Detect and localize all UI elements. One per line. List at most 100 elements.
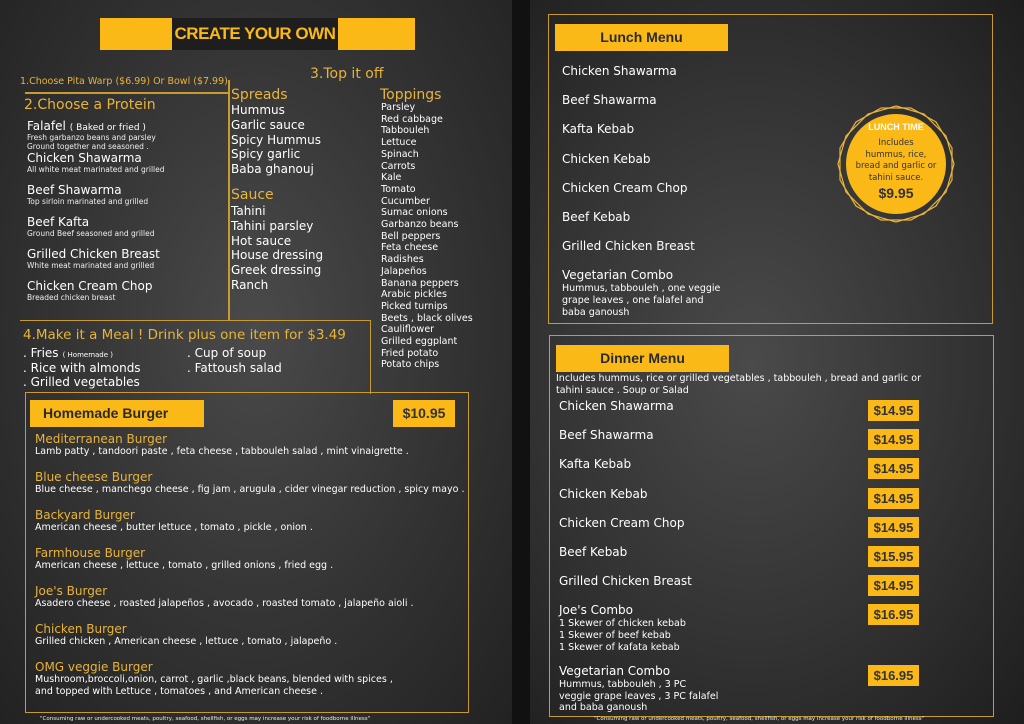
meal-item: . Rice with almonds bbox=[23, 360, 141, 375]
dinner-item: Kafta Kebab bbox=[559, 457, 632, 472]
meal-item: . Fattoush salad bbox=[187, 360, 282, 375]
footnote: "Consuming raw or undercooked meats, pou… bbox=[594, 716, 925, 722]
dinner-item-desc: 1 Skewer of beef kebab bbox=[559, 630, 671, 642]
burger-name: Chicken Burger bbox=[35, 622, 127, 636]
topping-item: Jalapeños bbox=[381, 265, 427, 277]
dinner-price: $14.95 bbox=[868, 400, 919, 421]
step4-heading: 4.Make it a Meal ! Drink plus one item f… bbox=[23, 327, 346, 343]
burger-name: Farmhouse Burger bbox=[35, 546, 146, 560]
topping-item: Red cabbage bbox=[381, 113, 443, 125]
protein-name: Grilled Chicken Breast bbox=[27, 247, 160, 261]
protein-desc: White meat marinated and grilled bbox=[27, 261, 155, 270]
lunch-section bbox=[548, 14, 993, 324]
protein-name: Chicken Shawarma bbox=[27, 151, 142, 165]
protein-desc: Ground together and seasoned . bbox=[27, 142, 149, 151]
topping-item: Sumac onions bbox=[381, 207, 448, 219]
protein-name: Falafel( Baked or fried ) bbox=[27, 119, 146, 133]
topping-item: Tabbouleh bbox=[381, 125, 430, 137]
step3-heading: 3.Top it off bbox=[310, 66, 384, 82]
lunch-item: Chicken Cream Chop bbox=[562, 180, 688, 195]
lunch-item: Beef Shawarma bbox=[562, 93, 657, 108]
protein-desc: Fresh garbanzo beans and parsley bbox=[27, 133, 156, 142]
protein-name: Beef Shawarma bbox=[27, 183, 122, 197]
topping-item: Spinach bbox=[381, 148, 419, 160]
toppings-heading: Toppings bbox=[380, 87, 442, 103]
dinner-item-desc: 1 Skewer of kafata kebab bbox=[559, 641, 680, 653]
footnote: "Consuming raw or undercooked meats, pou… bbox=[40, 716, 371, 722]
protein-desc: Ground Beef seasoned and grilled bbox=[27, 229, 155, 238]
lunch-item-desc: Hummus, tabbouleh , one veggie bbox=[562, 283, 721, 295]
topping-item: Arabic pickles bbox=[381, 289, 447, 301]
dinner-item-desc: veggie grape leaves , 3 PC falafel bbox=[559, 690, 719, 702]
dinner-item: Beef Kebab bbox=[559, 545, 628, 559]
dinner-item: Grilled Chicken Breast bbox=[559, 574, 692, 589]
sauce-item: Ranch bbox=[231, 278, 269, 292]
topping-item: Kale bbox=[381, 172, 402, 184]
divider bbox=[228, 80, 230, 321]
divider bbox=[25, 92, 229, 94]
lunch-item-desc: baba ganoush bbox=[562, 306, 630, 318]
burger-desc: Grilled chicken , American cheese , lett… bbox=[35, 636, 338, 647]
dinner-price: $15.95 bbox=[868, 546, 919, 567]
topping-item: Tomato bbox=[381, 183, 416, 195]
burger-desc: Mushroom,broccoli,onion, carrot , garlic… bbox=[35, 674, 393, 685]
burger-desc: and topped with Lettuce , tomatoes , and… bbox=[35, 686, 324, 697]
dinner-price: $14.95 bbox=[868, 458, 919, 480]
burger-desc: American cheese , lettuce , tomato , gri… bbox=[35, 560, 334, 571]
topping-item: Lettuce bbox=[381, 137, 417, 149]
topping-item: Cucumber bbox=[381, 195, 430, 207]
burger-section bbox=[25, 392, 469, 713]
dinner-price: $16.95 bbox=[868, 665, 919, 686]
topping-item: Beets , black olives bbox=[381, 312, 473, 324]
topping-item: Banana peppers bbox=[381, 277, 459, 289]
dinner-header: Dinner Menu bbox=[556, 345, 729, 372]
spread-item: Spicy garlic bbox=[231, 147, 301, 162]
burger-desc: American cheese , butter lettuce , tomat… bbox=[35, 522, 313, 533]
meal-item: . Grilled vegetables bbox=[23, 375, 140, 389]
meal-item: . Fries( Homemade ) bbox=[23, 346, 114, 360]
sauce-item: Greek dressing bbox=[231, 263, 322, 278]
badge-text: hummus, rice, bbox=[865, 149, 927, 160]
dinner-item-desc: Hummus, tabbouleh , 3 PC bbox=[559, 679, 687, 690]
topping-item: Carrots bbox=[381, 160, 416, 172]
lunch-item: Beef Kebab bbox=[562, 210, 631, 224]
dinner-item-desc: 1 Skewer of chicken kebab bbox=[559, 618, 686, 630]
topping-item: Radishes bbox=[381, 254, 424, 266]
dinner-item: Chicken Cream Chop bbox=[559, 515, 685, 530]
lunch-item: Kafta Kebab bbox=[562, 122, 635, 137]
badge-text: bread and garlic or bbox=[855, 161, 937, 171]
right-page: Lunch Menu Chicken Shawarma Beef Shawarma… bbox=[530, 0, 1024, 724]
badge-frame-icon bbox=[837, 105, 955, 223]
dinner-price: $14.95 bbox=[868, 516, 919, 538]
topping-item: Feta cheese bbox=[381, 242, 439, 254]
left-page: CREATE YOUR OWN 1.Choose Pita Warp ($6.9… bbox=[0, 0, 512, 724]
burger-price: $10.95 bbox=[393, 400, 455, 427]
meal-section bbox=[20, 320, 371, 394]
lunch-badge: LUNCH TIME Includes hummus, rice, bread an… bbox=[836, 104, 956, 224]
burger-desc: Asadero cheese , roasted jalapeños , avo… bbox=[35, 598, 414, 609]
burger-name: Mediterranean Burger bbox=[35, 432, 168, 446]
burger-name: Backyard Burger bbox=[35, 508, 135, 522]
dinner-intro: Includes hummus, rice or grilled vegetab… bbox=[556, 373, 921, 384]
topping-item: Bell peppers bbox=[381, 230, 441, 242]
lunch-item: Vegetarian Combo bbox=[562, 268, 674, 283]
step2-heading: 2.Choose a Protein bbox=[24, 97, 156, 113]
dinner-price: $14.95 bbox=[868, 487, 919, 509]
badge-price: $9.95 bbox=[878, 185, 914, 201]
topping-item: Parsley bbox=[381, 102, 416, 113]
badge-title: LUNCH TIME bbox=[868, 122, 924, 132]
dinner-item: Vegetarian Combo bbox=[559, 664, 671, 678]
dinner-item-desc: and baba ganoush bbox=[559, 702, 648, 714]
protein-name: Beef Kafta bbox=[27, 215, 90, 229]
sauce-item: Tahini parsley bbox=[231, 218, 314, 233]
burger-name: Blue cheese Burger bbox=[35, 470, 153, 484]
protein-note: ( Baked or fried ) bbox=[69, 123, 146, 133]
title-text: CREATE YOUR OWN bbox=[172, 18, 338, 50]
dinner-section bbox=[549, 335, 994, 717]
dinner-price: $14.95 bbox=[868, 575, 919, 597]
lunch-header: Lunch Menu bbox=[555, 24, 728, 51]
dinner-item: Beef Shawarma bbox=[559, 428, 654, 443]
dinner-price: $16.95 bbox=[868, 604, 919, 626]
burger-header: Homemade Burger bbox=[30, 400, 204, 427]
dinner-item: Joe's Combo bbox=[559, 603, 633, 618]
